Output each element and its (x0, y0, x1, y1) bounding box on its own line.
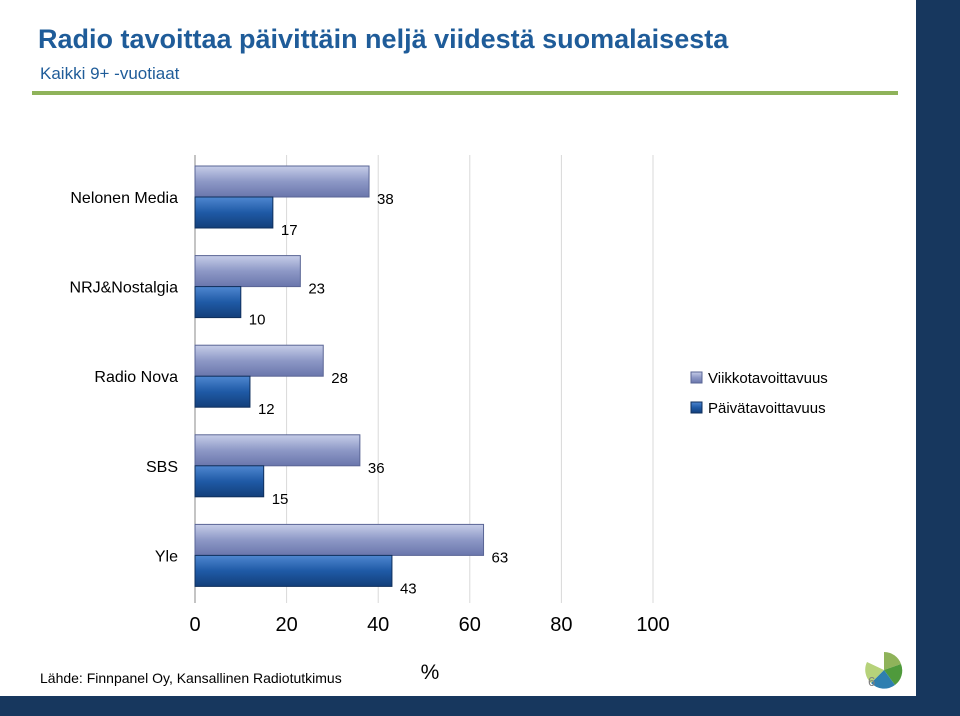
x-axis-label: % (421, 661, 440, 684)
legend-label: Päivätavoittavuus (708, 400, 826, 417)
bar-daily (194, 465, 265, 498)
bar-daily (194, 196, 274, 229)
bar-weekly (194, 165, 370, 198)
data-label: 43 (400, 580, 417, 597)
category-label: Nelonen Media (70, 190, 178, 207)
x-tick-label: 80 (550, 614, 572, 636)
bottom-frame-bar (0, 696, 916, 716)
slide-subtitle: Kaikki 9+ -vuotiaat (40, 64, 180, 83)
header-divider (32, 91, 898, 95)
data-label: 28 (331, 370, 348, 387)
data-label: 12 (258, 401, 275, 418)
data-label: 17 (281, 222, 298, 239)
bar-weekly (194, 523, 485, 556)
category-label: Radio Nova (94, 369, 178, 386)
bar-weekly (194, 344, 324, 377)
category-label: SBS (146, 459, 178, 476)
x-tick-label: 40 (367, 614, 389, 636)
data-label: 15 (272, 491, 289, 508)
data-label: 23 (308, 281, 325, 298)
category-label: Yle (155, 548, 178, 565)
legend-label: Viikkotavoittavuus (708, 370, 828, 387)
right-frame-bar (916, 0, 960, 716)
logo-icon (865, 652, 903, 689)
source-note: Lähde: Finnpanel Oy, Kansallinen Radiotu… (40, 670, 342, 686)
legend-swatch (690, 401, 703, 414)
bar-weekly (194, 255, 301, 288)
data-label: 10 (249, 312, 266, 329)
bar-daily (194, 375, 251, 408)
slide-title: Radio tavoittaa päivittäin neljä viidest… (38, 24, 729, 54)
data-label: 36 (368, 460, 385, 477)
bar-weekly (194, 434, 361, 467)
data-label: 63 (492, 549, 509, 566)
legend-swatch (690, 371, 703, 384)
bar-daily (194, 286, 242, 319)
category-label: NRJ&Nostalgia (70, 280, 179, 297)
data-label: 38 (377, 191, 394, 208)
x-tick-label: 0 (189, 614, 200, 636)
bar-daily (194, 554, 393, 587)
x-tick-label: 100 (636, 614, 669, 636)
page-number: 6 (868, 674, 876, 689)
x-tick-label: 20 (275, 614, 297, 636)
x-tick-label: 60 (459, 614, 481, 636)
bar-chart: 0 20 40 60 80 100% Nelonen Media 38 17 NRJ&Nostal… (70, 155, 828, 684)
